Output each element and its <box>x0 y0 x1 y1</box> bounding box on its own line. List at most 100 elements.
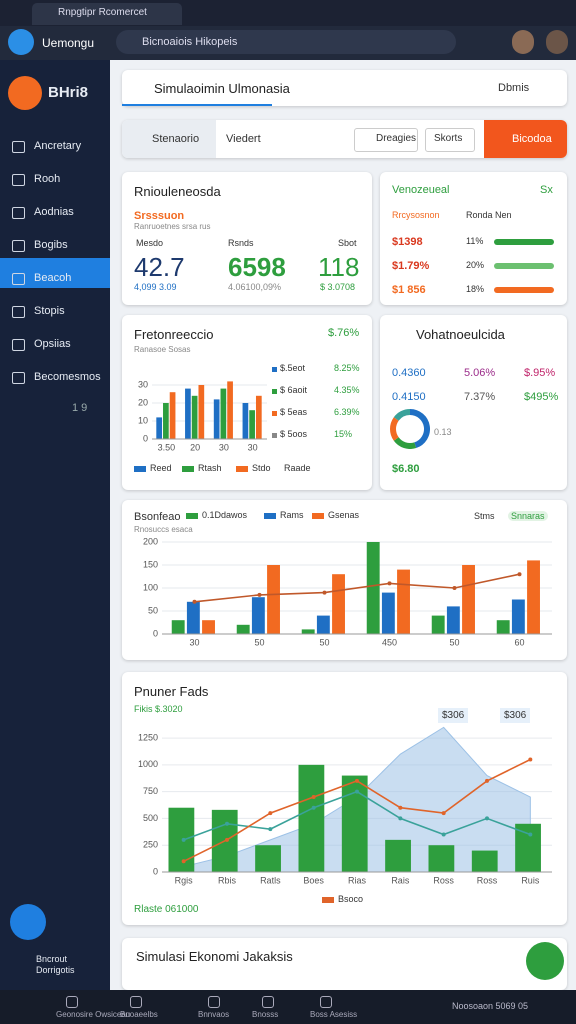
tab[interactable] <box>122 120 216 158</box>
legend-swatch <box>264 513 276 519</box>
amount: $1 856 <box>392 284 426 296</box>
nav-item[interactable]: Bogibs <box>34 239 68 251</box>
button[interactable] <box>354 128 418 152</box>
tab-label[interactable]: Dreagies <box>376 133 417 144</box>
bar <box>267 565 280 634</box>
stat-value: 8.25% <box>334 363 360 373</box>
nav-icon <box>12 306 25 318</box>
bottom-icon <box>208 996 220 1008</box>
bottom-item[interactable]: Bnosss <box>252 1010 279 1019</box>
percent: 20% <box>466 260 485 270</box>
legend-label: 0.1Ddawos <box>202 510 248 520</box>
bar <box>471 850 498 872</box>
x-tick-label: Ross <box>433 875 454 885</box>
chart-card: Bsonfeao Rnosuccs esaca 0.1Ddawos Rams Gse… <box>122 500 567 660</box>
nav-item[interactable]: Ancretary <box>34 140 82 152</box>
kpi: 42.7 <box>134 252 185 282</box>
dot <box>272 433 277 438</box>
nav-item[interactable]: Opsiias <box>34 338 71 350</box>
fab[interactable] <box>10 904 46 940</box>
y-tick-label: 150 <box>143 559 158 569</box>
bottom-item[interactable]: Bnoaeelbs <box>120 1010 158 1019</box>
bar <box>316 615 330 634</box>
y-tick-label: 10 <box>138 415 148 425</box>
browser-tab[interactable] <box>32 3 182 25</box>
y-tick-label: 0 <box>153 628 158 638</box>
bar-chart: 0 10 20 30 3.50 20 30 30 <box>138 379 267 452</box>
combo-chart: 0 50 100 150 200 30 50 50 450 50 60 <box>143 536 552 647</box>
bar <box>385 839 411 872</box>
stat-value: 6.39% <box>334 407 360 417</box>
nav-item[interactable]: Rooh <box>34 173 61 185</box>
x-tick-label: Boes <box>303 875 324 885</box>
area-chart: 0 250 500 750 1000 1250 Rgis Rbis Ratls Boes Rias R… <box>138 726 552 885</box>
y-tick-label: 30 <box>138 379 148 389</box>
bar <box>511 599 525 634</box>
bar <box>198 385 205 439</box>
bar <box>185 388 191 439</box>
col-header: Ronda Nen <box>466 210 512 220</box>
col-header: Rrcysosnon <box>392 210 440 220</box>
tab-label[interactable]: Stenaorio <box>152 133 200 145</box>
card-footer: Rlaste 061000 <box>134 904 199 915</box>
point <box>268 811 273 816</box>
nav-item[interactable]: Becomesmos <box>34 371 101 383</box>
badge: Snnaras <box>508 511 548 521</box>
bottom-item[interactable]: Bnnvaos <box>198 1010 230 1019</box>
donut-segment <box>409 409 430 449</box>
nav-item[interactable]: Aodnias <box>34 206 74 218</box>
primary-button[interactable] <box>484 120 567 158</box>
status: Noosoaon 5069 05 <box>452 1001 529 1011</box>
cell: 5.06% <box>464 367 496 379</box>
x-tick-label: Rais <box>391 875 410 885</box>
tab-label[interactable]: Skorts <box>434 133 463 144</box>
bottom-item[interactable]: Geonosire Owsiceau <box>56 1010 131 1019</box>
point <box>441 811 446 816</box>
bottom-item[interactable]: Boss Asesiss <box>310 1010 358 1019</box>
nav-icon <box>12 273 25 285</box>
fab[interactable] <box>526 942 564 980</box>
bar <box>515 823 541 872</box>
nav-item[interactable]: Beacoh <box>34 272 72 284</box>
summary-card: Rniouleneosda Srsssuon Ranruoetnes srsa … <box>122 172 372 305</box>
percent: 11% <box>466 236 484 246</box>
tab-bar: Rnpgtipr Rcomercet <box>0 0 576 26</box>
legend-swatch <box>322 897 334 903</box>
legend-label: Raade <box>284 463 311 473</box>
search-filter[interactable]: Dbmis <box>498 82 530 94</box>
point <box>441 832 446 837</box>
bar <box>527 560 540 634</box>
col-header: Sbot <box>338 238 357 248</box>
x-tick-label: 60 <box>514 637 524 647</box>
x-tick-label: 30 <box>219 442 229 452</box>
x-tick-label: Rgis <box>175 875 194 885</box>
toolbar: Stenaorio Viedert Dreagies Skorts Bicodo… <box>122 120 567 158</box>
bottom-icon <box>66 996 78 1008</box>
bar <box>301 629 315 634</box>
x-tick-label: Rias <box>348 875 367 885</box>
url-field[interactable] <box>116 30 456 54</box>
button[interactable] <box>425 128 475 152</box>
url-text: Bicnoaiois Hikopeis <box>142 36 238 48</box>
bar <box>255 395 262 439</box>
donut-segment <box>393 409 411 421</box>
bar <box>428 845 455 872</box>
tab-label[interactable]: Viedert <box>226 133 261 145</box>
search-bar[interactable]: Simulaoimin Ulmonasia Dbmis <box>122 70 567 106</box>
button-label[interactable]: Bicodoa <box>512 133 552 145</box>
bar <box>171 620 185 634</box>
y-tick-label: 20 <box>138 397 148 407</box>
nav-item[interactable]: Stopis <box>34 305 65 317</box>
avatar[interactable] <box>546 30 568 54</box>
line <box>194 573 520 603</box>
legend: 0.1Ddawos Rams Gsenas <box>186 510 436 524</box>
x-tick-label: Ross <box>477 875 498 885</box>
sidebar: BHri8 1 9 Bncrout Dorrigotis Ancretary Ro… <box>0 60 110 990</box>
stat-label: $ 6aoit <box>280 385 308 395</box>
badge: Sx <box>540 184 553 196</box>
kpi: 118 <box>318 252 360 282</box>
avatar[interactable] <box>512 30 534 54</box>
tooltip: $306 <box>438 708 469 723</box>
note: Ranruoetnes srsa rus <box>134 222 211 231</box>
legend-label: Gsenas <box>328 510 360 520</box>
